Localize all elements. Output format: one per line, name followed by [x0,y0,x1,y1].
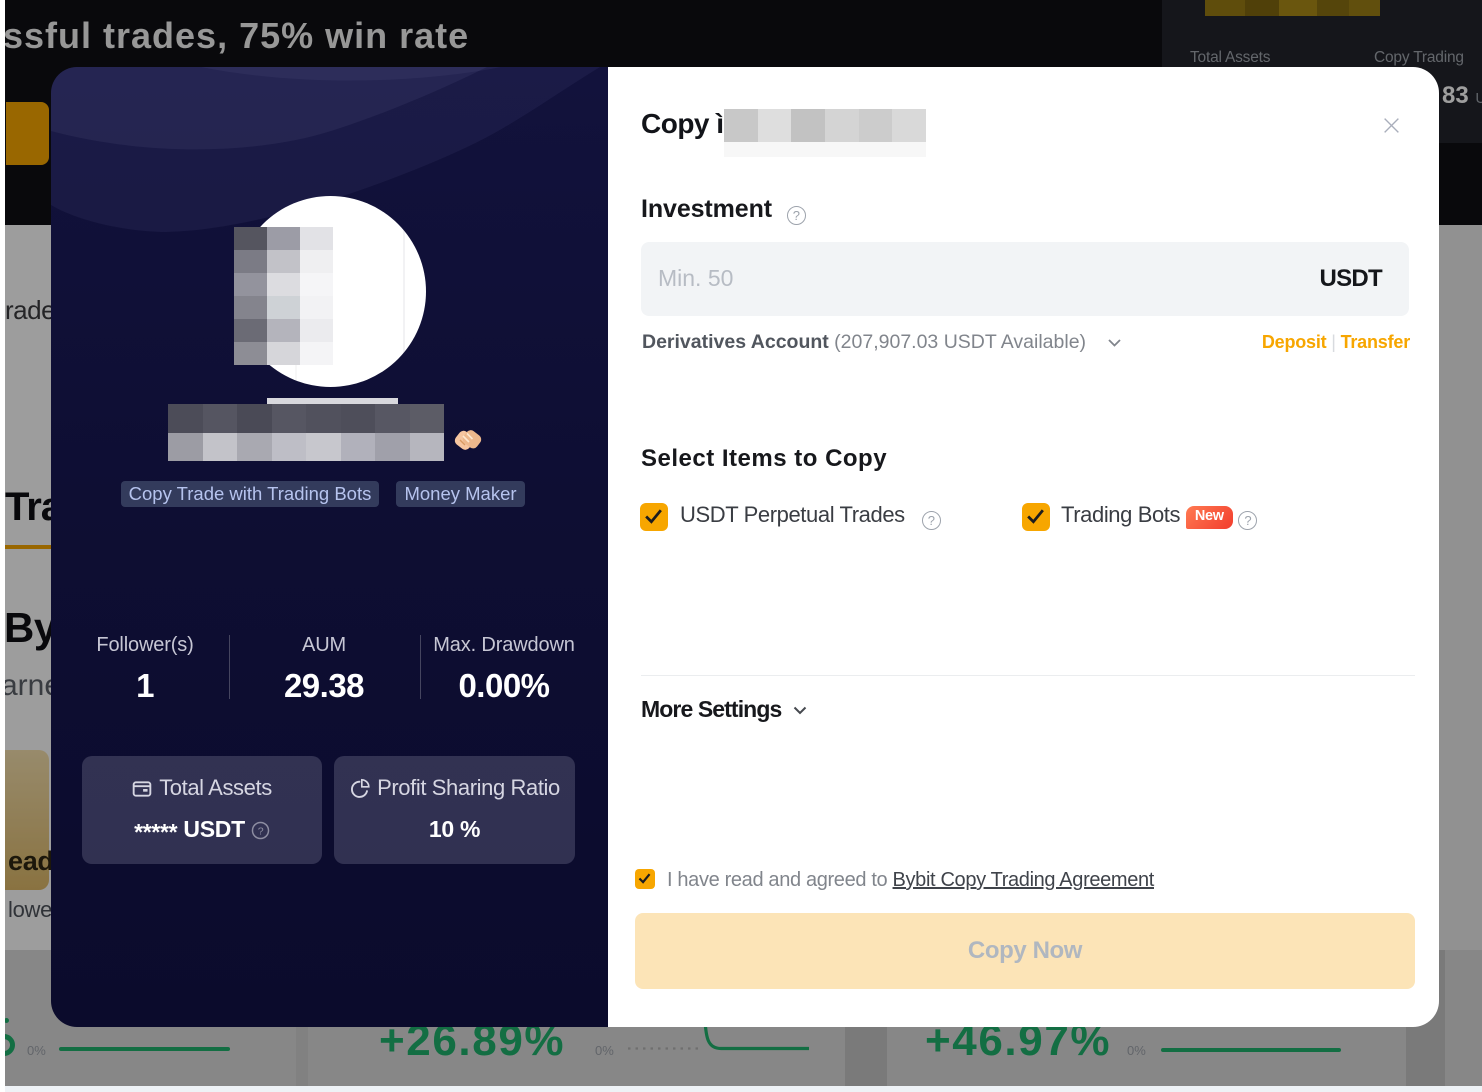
svg-text:?: ? [258,825,264,837]
